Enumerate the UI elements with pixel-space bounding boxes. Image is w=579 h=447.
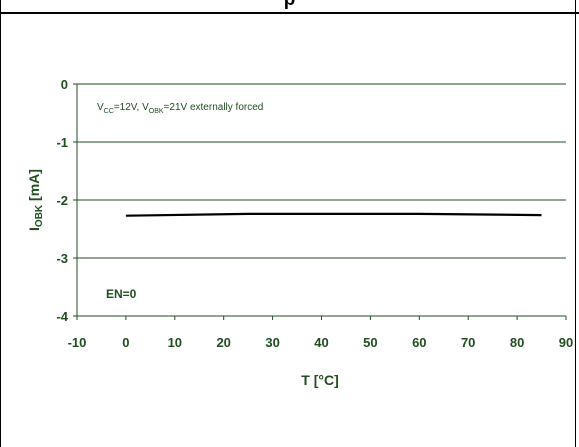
- x-tick-label: 90: [559, 335, 573, 350]
- y-axis-title-part: I: [26, 227, 42, 231]
- conditions-part: V: [97, 102, 104, 113]
- y-tick-label: -3: [56, 251, 68, 266]
- x-tick-labels: -10 0 10 20 30 40 50 60 70 80 90: [68, 335, 574, 350]
- x-tick-label: 0: [122, 335, 129, 350]
- x-axis-title: T [°C]: [301, 372, 338, 388]
- x-tick-label: 60: [412, 335, 426, 350]
- conditions-part: CC: [104, 108, 114, 115]
- conditions-part: OBK: [149, 108, 164, 115]
- y-tick-label: 0: [61, 77, 68, 92]
- conditions-part: =12V, V: [114, 102, 149, 113]
- en-annotation: EN=0: [106, 287, 137, 301]
- clipped-heading-text: p: [0, 0, 579, 11]
- series-group: [125, 212, 542, 217]
- y-axis-title-part: [mA]: [26, 169, 42, 205]
- grid-lines: [77, 83, 566, 259]
- x-tick-label: 70: [461, 335, 475, 350]
- y-axis-title: IOBK [mA]: [26, 169, 45, 231]
- y-tick-label: -2: [56, 193, 68, 208]
- y-tick-label: -1: [56, 135, 68, 150]
- x-tick-label: 80: [510, 335, 524, 350]
- top-rule: [0, 12, 579, 14]
- conditions-part: =21V externally forced: [164, 102, 264, 113]
- x-tick-label: -10: [68, 335, 87, 350]
- series-line: [125, 212, 542, 217]
- x-tick-label: 40: [314, 335, 328, 350]
- y-axis-title-part: OBK: [34, 204, 45, 227]
- axes: [73, 83, 567, 320]
- x-tick-label: 50: [363, 335, 377, 350]
- clipped-heading: p: [0, 0, 579, 12]
- x-tick-label: 20: [216, 335, 230, 350]
- x-tick-label: 10: [168, 335, 182, 350]
- x-tick-label: 30: [265, 335, 279, 350]
- conditions-annotation: VCC=12V, VOBK=21V externally forced: [97, 102, 263, 115]
- y-tick-labels: 0 -1 -2 -3 -4: [56, 77, 68, 324]
- y-tick-label: -4: [56, 309, 68, 324]
